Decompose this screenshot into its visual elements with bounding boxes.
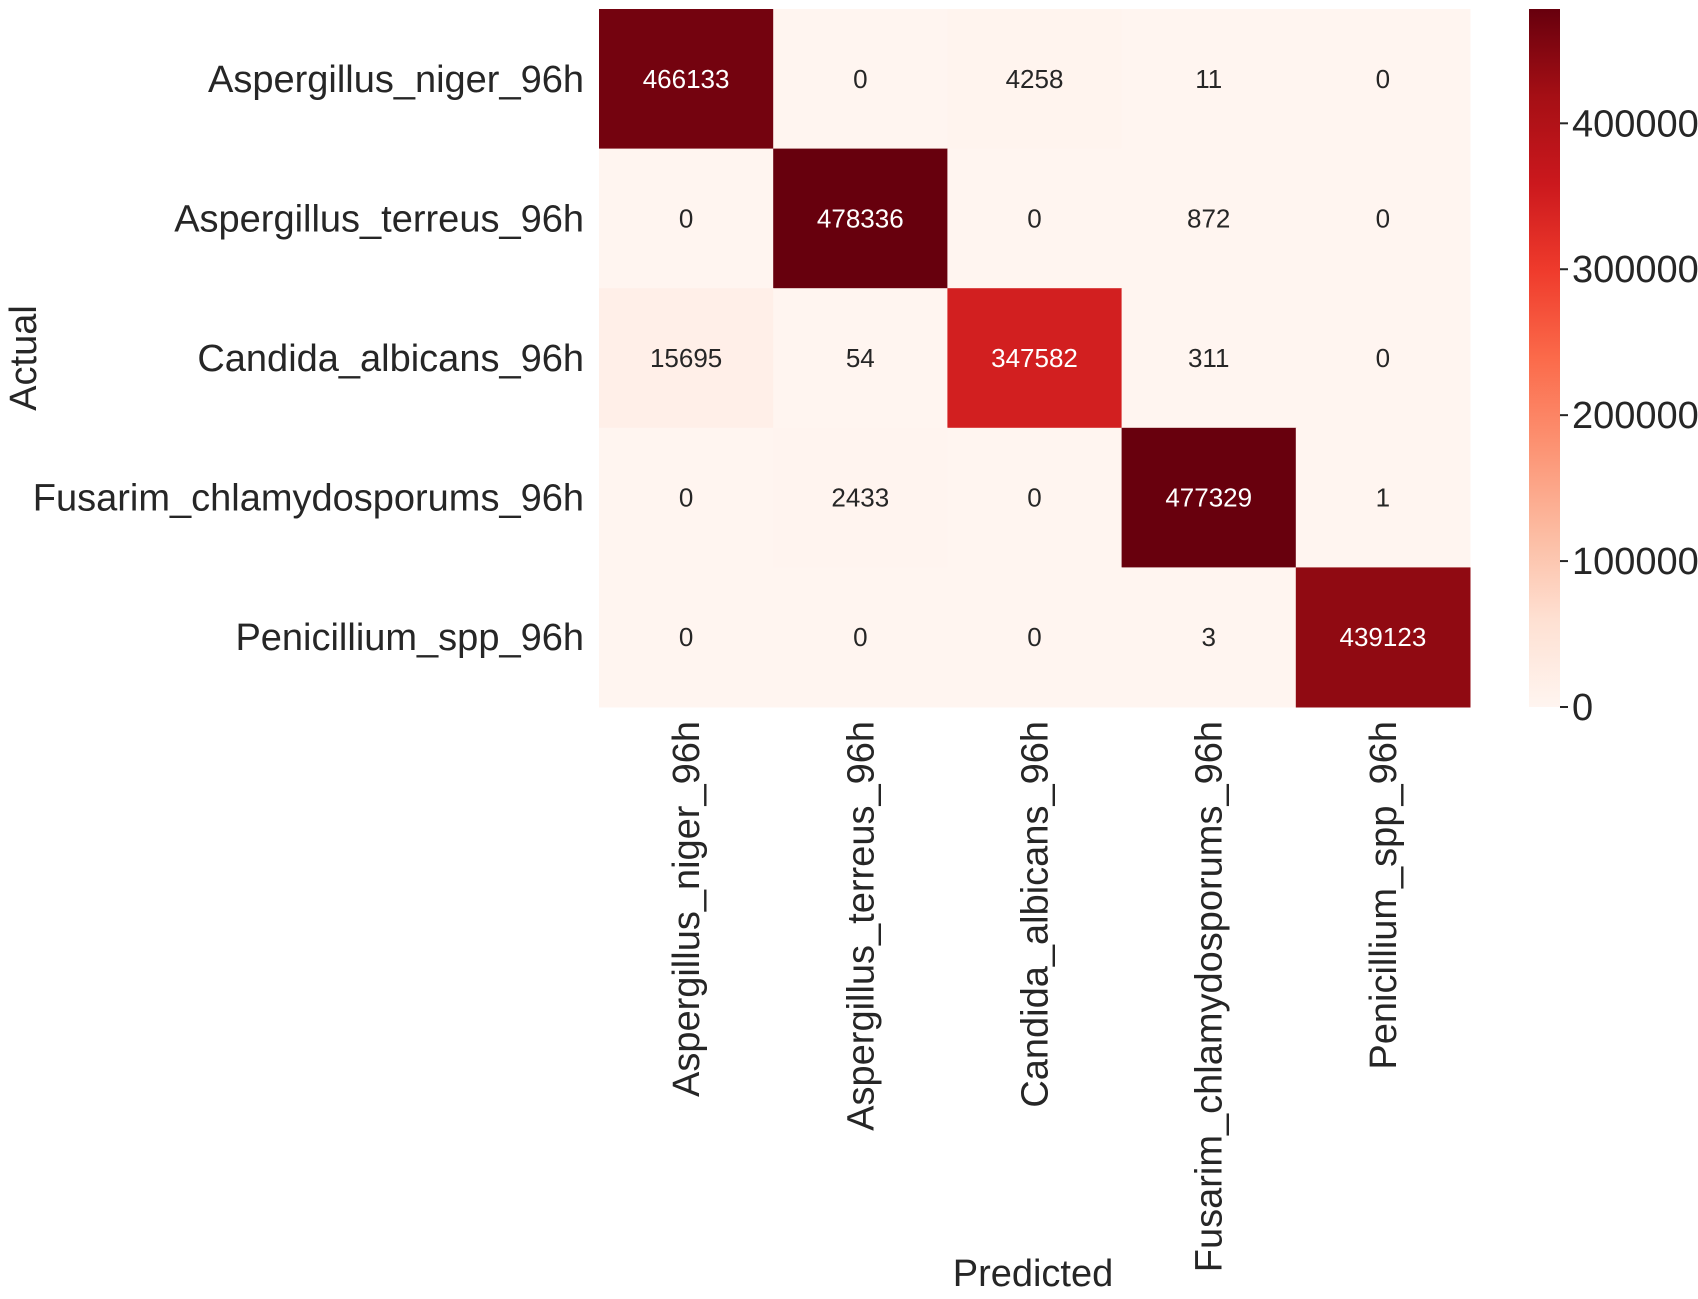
heatmap-cell bbox=[1295, 148, 1471, 289]
cell-value-label: 347582 bbox=[991, 343, 1078, 373]
cell-value-label: 872 bbox=[1187, 203, 1230, 233]
cell-value-label: 0 bbox=[1376, 203, 1390, 233]
heatmap-cell bbox=[1121, 148, 1297, 289]
colorbar-tick-label: 300000 bbox=[1572, 249, 1698, 291]
cell-value-label: 0 bbox=[679, 483, 693, 513]
heatmap-cell bbox=[599, 9, 774, 150]
heatmap-cell bbox=[599, 148, 774, 289]
heatmap-cell bbox=[1295, 288, 1471, 429]
heatmap-cell bbox=[773, 427, 948, 568]
colorbar-ticks: 0 100000 200000 300000 400000 bbox=[1560, 103, 1698, 729]
heatmap-cell bbox=[947, 567, 1123, 708]
heatmap-cell bbox=[1121, 567, 1297, 708]
heatmap-cell bbox=[1295, 9, 1471, 150]
cell-value-label: 15695 bbox=[650, 343, 722, 373]
heatmap-cell bbox=[1121, 288, 1297, 429]
cell-value-label: 478336 bbox=[817, 203, 904, 233]
cell-value-label: 3 bbox=[1201, 622, 1215, 652]
cell-value-label: 1 bbox=[1376, 483, 1390, 513]
heatmap-cell bbox=[1295, 427, 1471, 568]
heatmap-cell bbox=[773, 9, 948, 150]
heatmap-cell-labels: 466133 0 4258 11 0 0 478336 0 872 0 15695 54 347582 3… bbox=[643, 64, 1427, 652]
colorbar-tick-label: 0 bbox=[1572, 687, 1593, 729]
heatmap-cell bbox=[773, 148, 948, 289]
cell-value-label: 0 bbox=[1376, 343, 1390, 373]
heatmap-cell bbox=[947, 288, 1123, 429]
colorbar-tick-label: 400000 bbox=[1572, 103, 1698, 145]
y-tick-label: Penicillium_spp_96h bbox=[235, 617, 584, 659]
x-tick-label: Candida_albicans_96h bbox=[1015, 721, 1057, 1108]
cell-value-label: 0 bbox=[853, 64, 867, 94]
heatmap-cell bbox=[1121, 9, 1297, 150]
cell-value-label: 0 bbox=[679, 622, 693, 652]
heatmap-cell bbox=[599, 567, 774, 708]
cell-value-label: 11 bbox=[1195, 64, 1222, 94]
colorbar-tick-label: 100000 bbox=[1572, 541, 1698, 583]
cell-value-label: 0 bbox=[1027, 483, 1041, 513]
heatmap-cells bbox=[599, 9, 1471, 708]
heatmap-cell bbox=[773, 567, 948, 708]
colorbar-tick-label: 200000 bbox=[1572, 395, 1698, 437]
heatmap-cell bbox=[947, 9, 1123, 150]
cell-value-label: 4258 bbox=[1006, 64, 1064, 94]
x-tick-label: Fusarim_chlamydosporums_96h bbox=[1189, 721, 1231, 1272]
y-tick-label: Aspergillus_terreus_96h bbox=[174, 198, 584, 240]
heatmap-cell bbox=[599, 288, 774, 429]
heatmap-cell bbox=[947, 148, 1123, 289]
cell-value-label: 0 bbox=[1027, 203, 1041, 233]
x-tick-label: Aspergillus_terreus_96h bbox=[840, 721, 882, 1131]
y-tick-label: Aspergillus_niger_96h bbox=[208, 59, 584, 101]
y-axis-tick-labels: Aspergillus_niger_96h Aspergillus_terreus… bbox=[33, 59, 584, 659]
cell-value-label: 2433 bbox=[831, 483, 889, 513]
cell-value-label: 0 bbox=[679, 203, 693, 233]
x-axis-label: Predicted bbox=[953, 1253, 1114, 1295]
cell-value-label: 439123 bbox=[1340, 622, 1427, 652]
x-tick-label: Penicillium_spp_96h bbox=[1363, 721, 1405, 1070]
cell-value-label: 477329 bbox=[1165, 483, 1252, 513]
heatmap-cell bbox=[1121, 427, 1297, 568]
y-tick-label: Candida_albicans_96h bbox=[197, 338, 584, 380]
heatmap-cell bbox=[599, 427, 774, 568]
heatmap-cell bbox=[1295, 567, 1471, 708]
cell-value-label: 0 bbox=[1027, 622, 1041, 652]
x-tick-label: Aspergillus_niger_96h bbox=[666, 721, 708, 1097]
y-axis-label: Actual bbox=[3, 305, 45, 411]
heatmap-cell bbox=[947, 427, 1123, 568]
colorbar bbox=[1529, 9, 1560, 707]
heatmap-cell bbox=[773, 288, 948, 429]
x-axis-tick-labels: Aspergillus_niger_96h Aspergillus_terreus… bbox=[666, 721, 1405, 1272]
cell-value-label: 311 bbox=[1188, 343, 1229, 373]
y-tick-label: Fusarim_chlamydosporums_96h bbox=[33, 478, 584, 520]
cell-value-label: 0 bbox=[1376, 64, 1390, 94]
cell-value-label: 54 bbox=[846, 343, 875, 373]
cell-value-label: 466133 bbox=[643, 64, 730, 94]
cell-value-label: 0 bbox=[853, 622, 867, 652]
